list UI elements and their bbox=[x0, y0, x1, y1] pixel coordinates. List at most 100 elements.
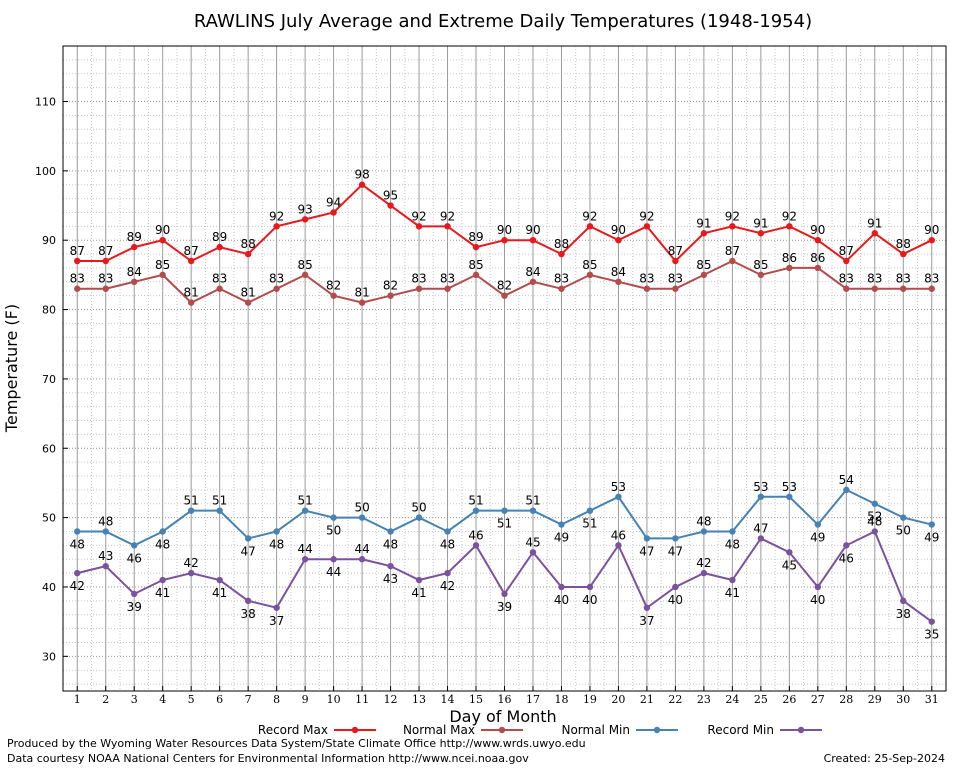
data-point bbox=[643, 285, 651, 292]
data-label: 87 bbox=[668, 244, 683, 258]
chart-title: RAWLINS July Average and Extreme Daily T… bbox=[194, 11, 812, 32]
data-label: 85 bbox=[696, 258, 711, 272]
data-label: 54 bbox=[839, 473, 854, 487]
data-label: 81 bbox=[241, 286, 256, 300]
data-label: 38 bbox=[896, 607, 911, 621]
data-point bbox=[301, 216, 309, 223]
data-point bbox=[871, 230, 878, 237]
x-tick-label: 19 bbox=[583, 693, 597, 706]
data-point bbox=[729, 576, 736, 584]
data-label: 47 bbox=[639, 544, 654, 558]
data-label: 87 bbox=[839, 244, 854, 258]
data-point bbox=[814, 521, 822, 528]
data-point bbox=[472, 243, 480, 251]
data-label: 46 bbox=[839, 551, 854, 565]
x-tick-label: 8 bbox=[273, 693, 280, 706]
data-point bbox=[74, 257, 81, 265]
data-label: 92 bbox=[269, 209, 284, 223]
data-point bbox=[387, 202, 394, 209]
data-point bbox=[301, 556, 309, 563]
data-label: 91 bbox=[753, 216, 768, 230]
data-label: 51 bbox=[497, 517, 512, 531]
y-tick-label: 30 bbox=[42, 650, 56, 663]
data-point bbox=[415, 514, 423, 521]
data-label: 83 bbox=[839, 272, 854, 286]
data-point bbox=[244, 250, 252, 258]
data-label: 89 bbox=[468, 230, 483, 244]
data-label: 82 bbox=[497, 279, 512, 293]
data-point bbox=[843, 486, 850, 494]
y-tick-label: 90 bbox=[42, 234, 56, 247]
x-tick-label: 1 bbox=[74, 693, 81, 706]
data-label: 39 bbox=[127, 600, 142, 614]
data-point bbox=[74, 285, 81, 292]
x-tick-label: 22 bbox=[668, 693, 682, 706]
data-label: 83 bbox=[212, 272, 227, 286]
data-label: 85 bbox=[297, 258, 312, 272]
data-label: 88 bbox=[241, 237, 256, 251]
data-point bbox=[244, 597, 252, 605]
data-label: 35 bbox=[924, 628, 939, 642]
x-tick-label: 21 bbox=[640, 693, 654, 706]
data-label: 37 bbox=[639, 614, 654, 628]
data-point bbox=[216, 576, 223, 584]
data-label: 40 bbox=[582, 593, 597, 607]
x-tick-label: 17 bbox=[526, 693, 540, 706]
data-point bbox=[444, 569, 451, 577]
data-label: 50 bbox=[326, 524, 341, 538]
data-point bbox=[102, 285, 109, 292]
data-label: 42 bbox=[70, 579, 85, 593]
data-point bbox=[700, 271, 708, 279]
data-label: 91 bbox=[867, 216, 882, 230]
data-point bbox=[786, 264, 793, 272]
x-tick-label: 6 bbox=[216, 693, 223, 706]
data-point bbox=[871, 528, 878, 535]
data-label: 41 bbox=[155, 586, 170, 600]
data-label: 94 bbox=[326, 195, 341, 209]
data-point bbox=[244, 535, 252, 542]
data-point bbox=[358, 299, 366, 306]
data-label: 51 bbox=[212, 494, 227, 508]
data-point bbox=[216, 243, 223, 251]
data-label: 83 bbox=[70, 272, 85, 286]
x-tick-label: 4 bbox=[159, 693, 166, 706]
data-point bbox=[900, 285, 907, 292]
data-point bbox=[131, 278, 138, 286]
data-point bbox=[74, 528, 81, 535]
data-courtesy-credit: Data courtesy NOAA National Centers for … bbox=[7, 752, 529, 765]
data-point bbox=[330, 292, 337, 299]
data-point bbox=[786, 223, 793, 230]
data-label: 90 bbox=[497, 223, 512, 237]
data-point bbox=[472, 542, 480, 549]
data-point bbox=[444, 528, 451, 535]
data-label: 47 bbox=[668, 544, 683, 558]
data-point bbox=[843, 542, 850, 549]
data-point bbox=[159, 271, 166, 279]
x-tick-label: 23 bbox=[697, 693, 711, 706]
data-point bbox=[672, 583, 679, 591]
data-label: 83 bbox=[924, 272, 939, 286]
legend: Record Max Normal Max Normal Min Record Min bbox=[258, 723, 822, 737]
data-label: 83 bbox=[411, 272, 426, 286]
x-tick-label: 29 bbox=[868, 693, 882, 706]
data-point bbox=[330, 556, 337, 563]
data-point bbox=[102, 528, 109, 535]
data-point bbox=[216, 285, 223, 292]
data-point bbox=[700, 569, 708, 577]
data-label: 48 bbox=[725, 537, 740, 551]
data-point bbox=[444, 285, 451, 292]
data-point bbox=[330, 514, 337, 521]
data-point bbox=[672, 535, 679, 542]
data-point bbox=[187, 569, 195, 577]
x-tick-label: 18 bbox=[554, 693, 568, 706]
data-label: 90 bbox=[810, 223, 825, 237]
data-label: 89 bbox=[127, 230, 142, 244]
data-label: 90 bbox=[525, 223, 540, 237]
data-point bbox=[187, 257, 195, 265]
data-label: 43 bbox=[383, 572, 398, 586]
y-tick-label: 40 bbox=[42, 581, 56, 594]
data-label: 83 bbox=[867, 272, 882, 286]
data-label: 87 bbox=[184, 244, 199, 258]
data-point bbox=[814, 264, 822, 272]
data-point bbox=[131, 542, 138, 549]
